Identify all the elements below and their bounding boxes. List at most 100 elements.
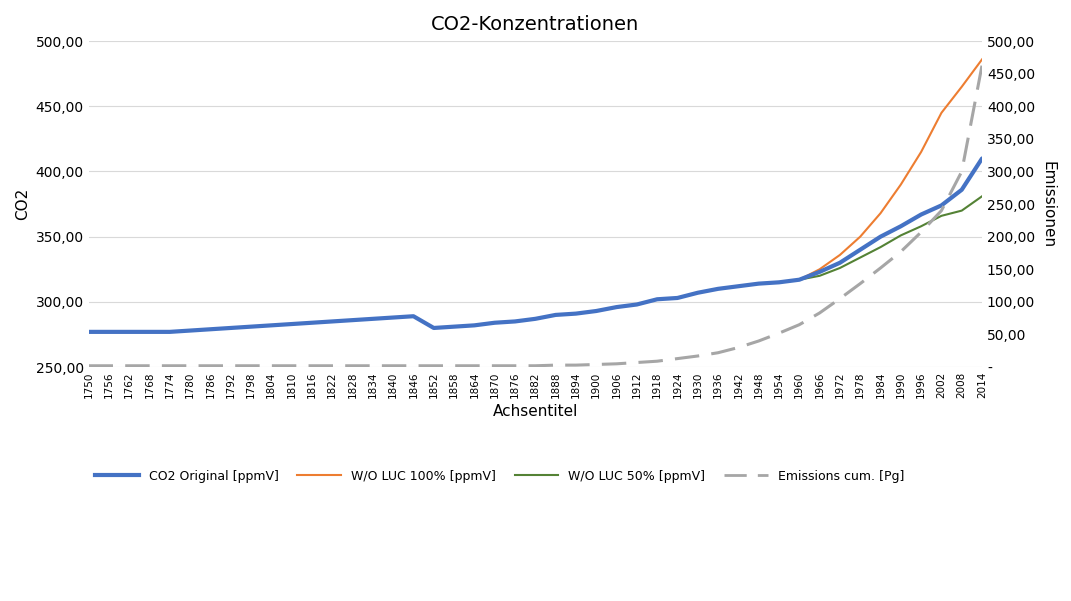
CO2 Original [ppmV]	[448, 323, 461, 331]
CO2 Original [ppmV]	[672, 294, 684, 302]
CO2 Original [ppmV]	[549, 311, 562, 319]
W/O LUC 100% [ppmV]	[103, 328, 116, 335]
W/O LUC 100% [ppmV]	[935, 109, 948, 117]
W/O LUC 50% [ppmV]	[427, 325, 440, 332]
W/O LUC 100% [ppmV]	[285, 320, 298, 328]
W/O LUC 100% [ppmV]	[265, 322, 277, 329]
Emissions cum. [Pg]	[103, 362, 116, 370]
CO2 Original [ppmV]	[305, 319, 318, 326]
W/O LUC 50% [ppmV]	[570, 310, 583, 317]
Emissions cum. [Pg]	[529, 362, 542, 370]
W/O LUC 50% [ppmV]	[82, 328, 95, 335]
Emissions cum. [Pg]	[672, 355, 684, 362]
Emissions cum. [Pg]	[123, 362, 136, 370]
W/O LUC 100% [ppmV]	[631, 301, 644, 308]
Emissions cum. [Pg]	[448, 362, 461, 370]
Emissions cum. [Pg]	[224, 362, 237, 370]
W/O LUC 50% [ppmV]	[387, 314, 399, 321]
W/O LUC 100% [ppmV]	[224, 325, 237, 332]
W/O LUC 50% [ppmV]	[955, 207, 968, 214]
CO2 Original [ppmV]	[387, 314, 399, 321]
W/O LUC 50% [ppmV]	[651, 296, 664, 303]
W/O LUC 100% [ppmV]	[448, 323, 461, 331]
W/O LUC 50% [ppmV]	[203, 326, 216, 333]
CO2 Original [ppmV]	[265, 322, 277, 329]
W/O LUC 50% [ppmV]	[590, 307, 603, 314]
CO2 Original [ppmV]	[935, 202, 948, 209]
Emissions cum. [Pg]	[427, 362, 440, 370]
W/O LUC 50% [ppmV]	[894, 232, 907, 239]
CO2 Original [ppmV]	[326, 318, 338, 325]
Emissions cum. [Pg]	[366, 362, 379, 370]
Emissions cum. [Pg]	[651, 358, 664, 365]
Emissions cum. [Pg]	[387, 362, 399, 370]
CO2 Original [ppmV]	[144, 328, 156, 335]
CO2 Original [ppmV]	[123, 328, 136, 335]
W/O LUC 50% [ppmV]	[793, 276, 805, 283]
W/O LUC 50% [ppmV]	[529, 316, 542, 323]
CO2 Original [ppmV]	[529, 316, 542, 323]
Legend: CO2 Original [ppmV], W/O LUC 100% [ppmV], W/O LUC 50% [ppmV], Emissions cum. [Pg: CO2 Original [ppmV], W/O LUC 100% [ppmV]…	[90, 465, 909, 487]
W/O LUC 100% [ppmV]	[874, 210, 887, 217]
W/O LUC 100% [ppmV]	[144, 328, 156, 335]
CO2 Original [ppmV]	[488, 319, 501, 326]
Emissions cum. [Pg]	[570, 362, 583, 369]
W/O LUC 100% [ppmV]	[752, 280, 765, 287]
CO2 Original [ppmV]	[468, 322, 481, 329]
W/O LUC 100% [ppmV]	[570, 310, 583, 317]
CO2 Original [ppmV]	[915, 211, 927, 218]
CO2 Original [ppmV]	[813, 268, 826, 275]
Emissions cum. [Pg]	[711, 349, 724, 356]
W/O LUC 50% [ppmV]	[244, 323, 257, 331]
Y-axis label: CO2: CO2	[15, 188, 30, 220]
W/O LUC 50% [ppmV]	[164, 328, 177, 335]
W/O LUC 50% [ppmV]	[448, 323, 461, 331]
Emissions cum. [Pg]	[549, 362, 562, 369]
Emissions cum. [Pg]	[691, 352, 704, 359]
CO2 Original [ppmV]	[103, 328, 116, 335]
W/O LUC 50% [ppmV]	[305, 319, 318, 326]
CO2 Original [ppmV]	[183, 327, 196, 334]
Emissions cum. [Pg]	[509, 362, 522, 370]
W/O LUC 50% [ppmV]	[468, 322, 481, 329]
Emissions cum. [Pg]	[793, 321, 805, 328]
W/O LUC 50% [ppmV]	[610, 304, 623, 311]
W/O LUC 100% [ppmV]	[610, 304, 623, 311]
X-axis label: Achsentitel: Achsentitel	[493, 404, 578, 419]
W/O LUC 50% [ppmV]	[346, 317, 359, 324]
W/O LUC 50% [ppmV]	[103, 328, 116, 335]
Emissions cum. [Pg]	[590, 361, 603, 368]
Emissions cum. [Pg]	[244, 362, 257, 370]
W/O LUC 100% [ppmV]	[82, 328, 95, 335]
CO2 Original [ppmV]	[164, 328, 177, 335]
W/O LUC 100% [ppmV]	[407, 313, 420, 320]
Line: W/O LUC 50% [ppmV]: W/O LUC 50% [ppmV]	[89, 197, 982, 332]
Emissions cum. [Pg]	[631, 359, 644, 366]
W/O LUC 100% [ppmV]	[731, 282, 744, 290]
W/O LUC 100% [ppmV]	[955, 83, 968, 90]
W/O LUC 50% [ppmV]	[854, 254, 866, 261]
CO2 Original [ppmV]	[82, 328, 95, 335]
W/O LUC 50% [ppmV]	[813, 272, 826, 279]
W/O LUC 100% [ppmV]	[326, 318, 338, 325]
Emissions cum. [Pg]	[468, 362, 481, 370]
Emissions cum. [Pg]	[833, 295, 846, 302]
CO2 Original [ppmV]	[631, 301, 644, 308]
Title: CO2-Konzentrationen: CO2-Konzentrationen	[432, 15, 639, 34]
CO2 Original [ppmV]	[203, 326, 216, 333]
Emissions cum. [Pg]	[144, 362, 156, 370]
W/O LUC 100% [ppmV]	[894, 181, 907, 188]
W/O LUC 50% [ppmV]	[265, 322, 277, 329]
W/O LUC 50% [ppmV]	[326, 318, 338, 325]
W/O LUC 100% [ppmV]	[711, 285, 724, 293]
W/O LUC 100% [ppmV]	[123, 328, 136, 335]
W/O LUC 50% [ppmV]	[833, 264, 846, 272]
CO2 Original [ppmV]	[833, 259, 846, 266]
W/O LUC 100% [ppmV]	[549, 311, 562, 319]
W/O LUC 50% [ppmV]	[285, 320, 298, 328]
W/O LUC 50% [ppmV]	[144, 328, 156, 335]
W/O LUC 50% [ppmV]	[224, 325, 237, 332]
CO2 Original [ppmV]	[894, 222, 907, 230]
W/O LUC 100% [ppmV]	[387, 314, 399, 321]
W/O LUC 50% [ppmV]	[366, 316, 379, 323]
